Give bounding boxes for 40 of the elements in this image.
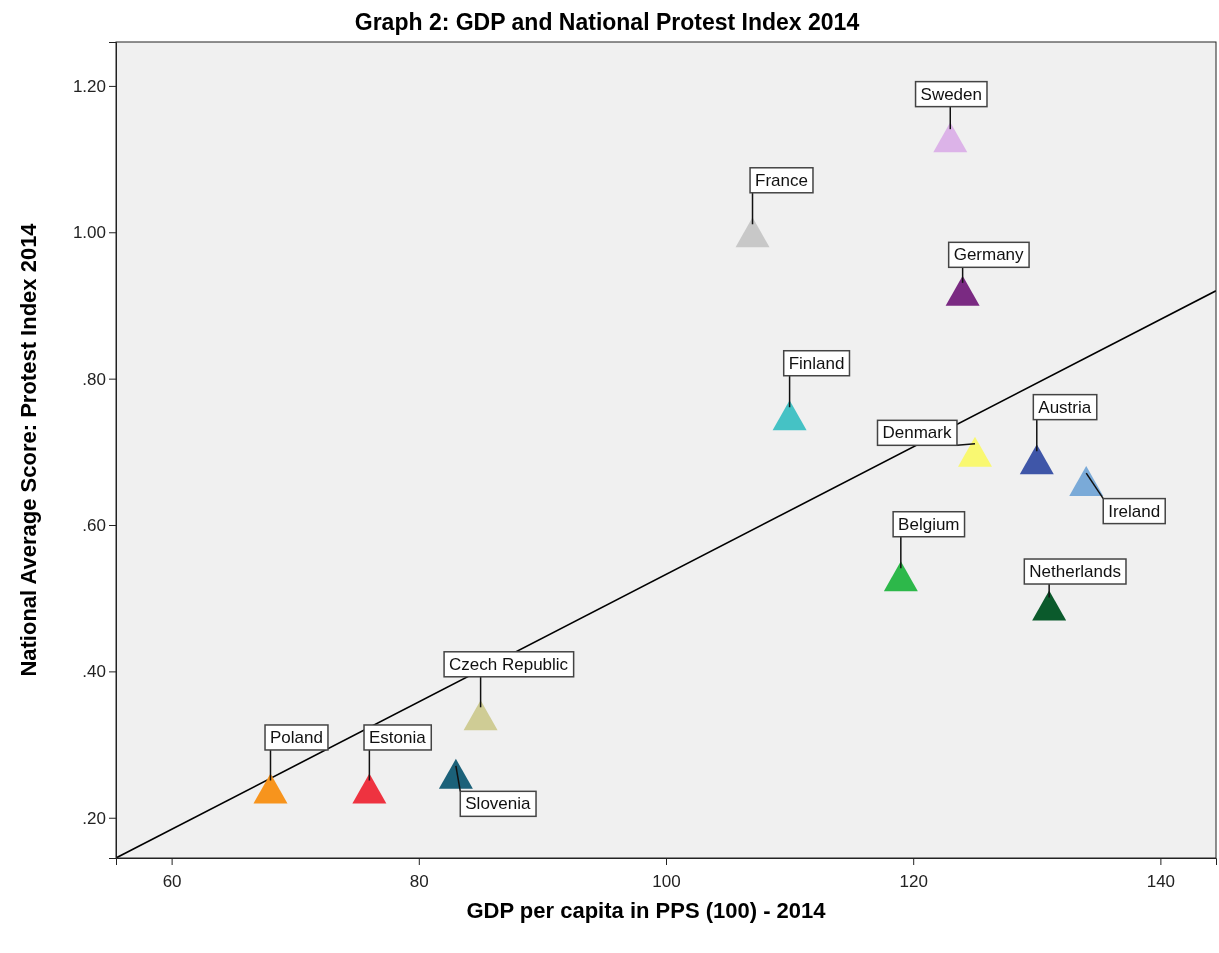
y-tick-label: .20 xyxy=(82,808,106,828)
y-tick-label: .40 xyxy=(82,662,106,682)
y-tick-label: .60 xyxy=(82,515,106,535)
series-label: Netherlands xyxy=(1029,562,1121,582)
point xyxy=(463,700,498,731)
chart-title: Graph 2: GDP and National Protest Index 2014 xyxy=(354,9,860,35)
point xyxy=(1032,590,1067,621)
series-label: Finland xyxy=(788,353,845,373)
text: Czech Republic xyxy=(449,654,569,674)
x-tick-label: 60 xyxy=(162,871,182,891)
series-label: Estonia xyxy=(369,727,427,747)
x-tick-label: 100 xyxy=(652,871,681,891)
x-tick-label: 140 xyxy=(1146,871,1176,891)
series-label: Slovenia xyxy=(465,794,532,814)
series-label: France xyxy=(755,170,808,190)
point xyxy=(253,773,288,804)
point xyxy=(933,122,968,153)
series-label: Austria xyxy=(1038,397,1092,417)
series-label: Sweden xyxy=(920,84,982,104)
y-tick-label: 1.20 xyxy=(72,76,106,96)
x-tick-label: 120 xyxy=(899,871,928,891)
series-label: Poland xyxy=(270,727,323,747)
point xyxy=(438,758,473,789)
x-tick-label: 80 xyxy=(409,871,429,891)
y-tick-label: 1.00 xyxy=(72,223,106,243)
point xyxy=(945,275,980,306)
series-label: Ireland xyxy=(1108,501,1161,521)
series-label: Germany xyxy=(953,245,1025,265)
series-label: Belgium xyxy=(898,514,960,534)
y-tick-label: .80 xyxy=(82,369,106,389)
point xyxy=(1069,466,1104,497)
point xyxy=(957,436,992,467)
x-axis-title: GDP per capita in PPS (100) - 2014 xyxy=(466,898,827,923)
point xyxy=(352,773,387,804)
series-label: Denmark xyxy=(882,423,952,443)
point xyxy=(1019,444,1054,475)
point xyxy=(772,400,807,431)
y-axis-title: National Average Score: Protest Index 2014 xyxy=(16,222,41,677)
point xyxy=(883,561,918,592)
point xyxy=(735,217,770,248)
